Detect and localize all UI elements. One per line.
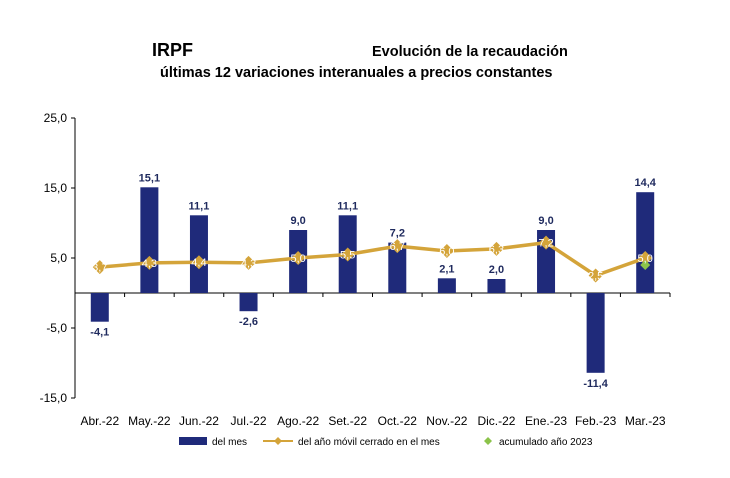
bars bbox=[90, 187, 655, 373]
line-marker bbox=[291, 251, 306, 265]
line-data-label: 5,0 bbox=[290, 253, 305, 265]
x-tick-label: Ago.-22 bbox=[277, 414, 319, 428]
x-tick-label: Jul.-22 bbox=[231, 414, 267, 428]
legend-swatch-accumulated bbox=[484, 437, 492, 445]
bar-data-label: 14,4 bbox=[634, 177, 656, 189]
bar-data-label: 7,2 bbox=[390, 228, 405, 240]
chart-title: Evolución de la recaudación bbox=[372, 44, 568, 60]
line-marker bbox=[241, 255, 256, 270]
y-tick-label: 15,0 bbox=[44, 181, 68, 195]
legend-swatch-marker bbox=[274, 437, 282, 445]
bar-data-label: 9,0 bbox=[538, 215, 553, 227]
line-marker bbox=[92, 260, 107, 275]
bar bbox=[487, 279, 506, 293]
line-data-label: 6,3 bbox=[489, 244, 504, 256]
line-series bbox=[92, 235, 653, 283]
line-marker bbox=[191, 255, 206, 270]
x-tick-label: Feb.-23 bbox=[575, 414, 617, 428]
x-tick-label: Dic.-22 bbox=[477, 414, 515, 428]
line-data-label: 3,7 bbox=[92, 262, 107, 274]
line-data-label: 5,0 bbox=[638, 253, 653, 265]
x-tick-label: Set.-22 bbox=[328, 414, 367, 428]
line-marker bbox=[439, 244, 454, 258]
bar bbox=[140, 187, 159, 293]
data-labels: -4,1 15,1 11,1 -2,6 9,0 11,1 7,2 2,1 2,0 9,0 -11,4… bbox=[90, 172, 656, 389]
bar-data-label: 15,1 bbox=[139, 172, 160, 184]
bar bbox=[189, 215, 208, 293]
bar bbox=[388, 242, 407, 293]
y-tick-label: 5,0 bbox=[50, 251, 67, 265]
line-marker bbox=[489, 241, 504, 256]
bar-data-label: 2,1 bbox=[439, 263, 454, 275]
line-marker bbox=[390, 239, 405, 254]
legend-swatch-bars bbox=[179, 437, 207, 445]
legend-label: del mes bbox=[212, 437, 247, 448]
line-marker bbox=[539, 235, 554, 250]
line-data-label: 6,0 bbox=[439, 246, 454, 258]
bar-data-label: -11,4 bbox=[583, 378, 608, 390]
x-tick-label: Ene.-23 bbox=[525, 414, 567, 428]
bar-data-label: -4,1 bbox=[90, 327, 109, 339]
bar-data-label: 9,0 bbox=[290, 215, 305, 227]
line-marker bbox=[588, 268, 603, 283]
y-tick-label: -15,0 bbox=[40, 391, 68, 405]
axes: 25,0 15,0 5,0 -5,0 -15,0 Abr.-22 May.-22 Jun.-2… bbox=[40, 111, 671, 428]
line-path bbox=[99, 240, 646, 278]
chart-label-irpf: IRPF bbox=[152, 40, 194, 60]
bar bbox=[586, 293, 605, 373]
bar-data-label: 11,1 bbox=[189, 200, 210, 212]
x-tick-label: Abr.-22 bbox=[80, 414, 119, 428]
bar bbox=[437, 278, 456, 293]
chart-subtitle: últimas 12 variaciones interanuales a pr… bbox=[160, 65, 553, 81]
line-marker bbox=[340, 247, 355, 262]
bar-data-label: 2,0 bbox=[489, 264, 504, 276]
line-marker bbox=[142, 255, 157, 270]
line-data-label: 4,4 bbox=[191, 257, 206, 269]
bar bbox=[90, 293, 109, 322]
legend-label: acumulado año 2023 bbox=[499, 437, 593, 448]
x-tick-label: Oct.-22 bbox=[378, 414, 418, 428]
bar-data-label: 11,1 bbox=[337, 200, 358, 212]
line-marker bbox=[638, 251, 653, 265]
bar-data-label: -2,6 bbox=[239, 316, 258, 328]
x-tick-label: Mar.-23 bbox=[625, 414, 666, 428]
y-tick-label: -5,0 bbox=[46, 321, 67, 335]
legend: del mes del año móvil cerrado en el mes ac… bbox=[179, 437, 593, 448]
bar bbox=[239, 293, 258, 312]
x-tick-label: Jun.-22 bbox=[179, 414, 219, 428]
bar bbox=[636, 192, 655, 293]
line-data-label: 4,3 bbox=[142, 258, 157, 270]
line-data-label: 4,3 bbox=[241, 258, 256, 270]
line-data-label: 7,2 bbox=[538, 238, 553, 250]
line-data-label: 6,7 bbox=[390, 241, 405, 253]
x-tick-label: May.-22 bbox=[128, 414, 171, 428]
accumulated-marker bbox=[640, 260, 651, 270]
legend-label: del año móvil cerrado en el mes bbox=[298, 437, 440, 448]
line-data-label: 5,5 bbox=[340, 250, 355, 262]
y-tick-label: 25,0 bbox=[44, 111, 68, 125]
line-data-label: 2,5 bbox=[588, 271, 603, 283]
x-tick-label: Nov.-22 bbox=[426, 414, 467, 428]
